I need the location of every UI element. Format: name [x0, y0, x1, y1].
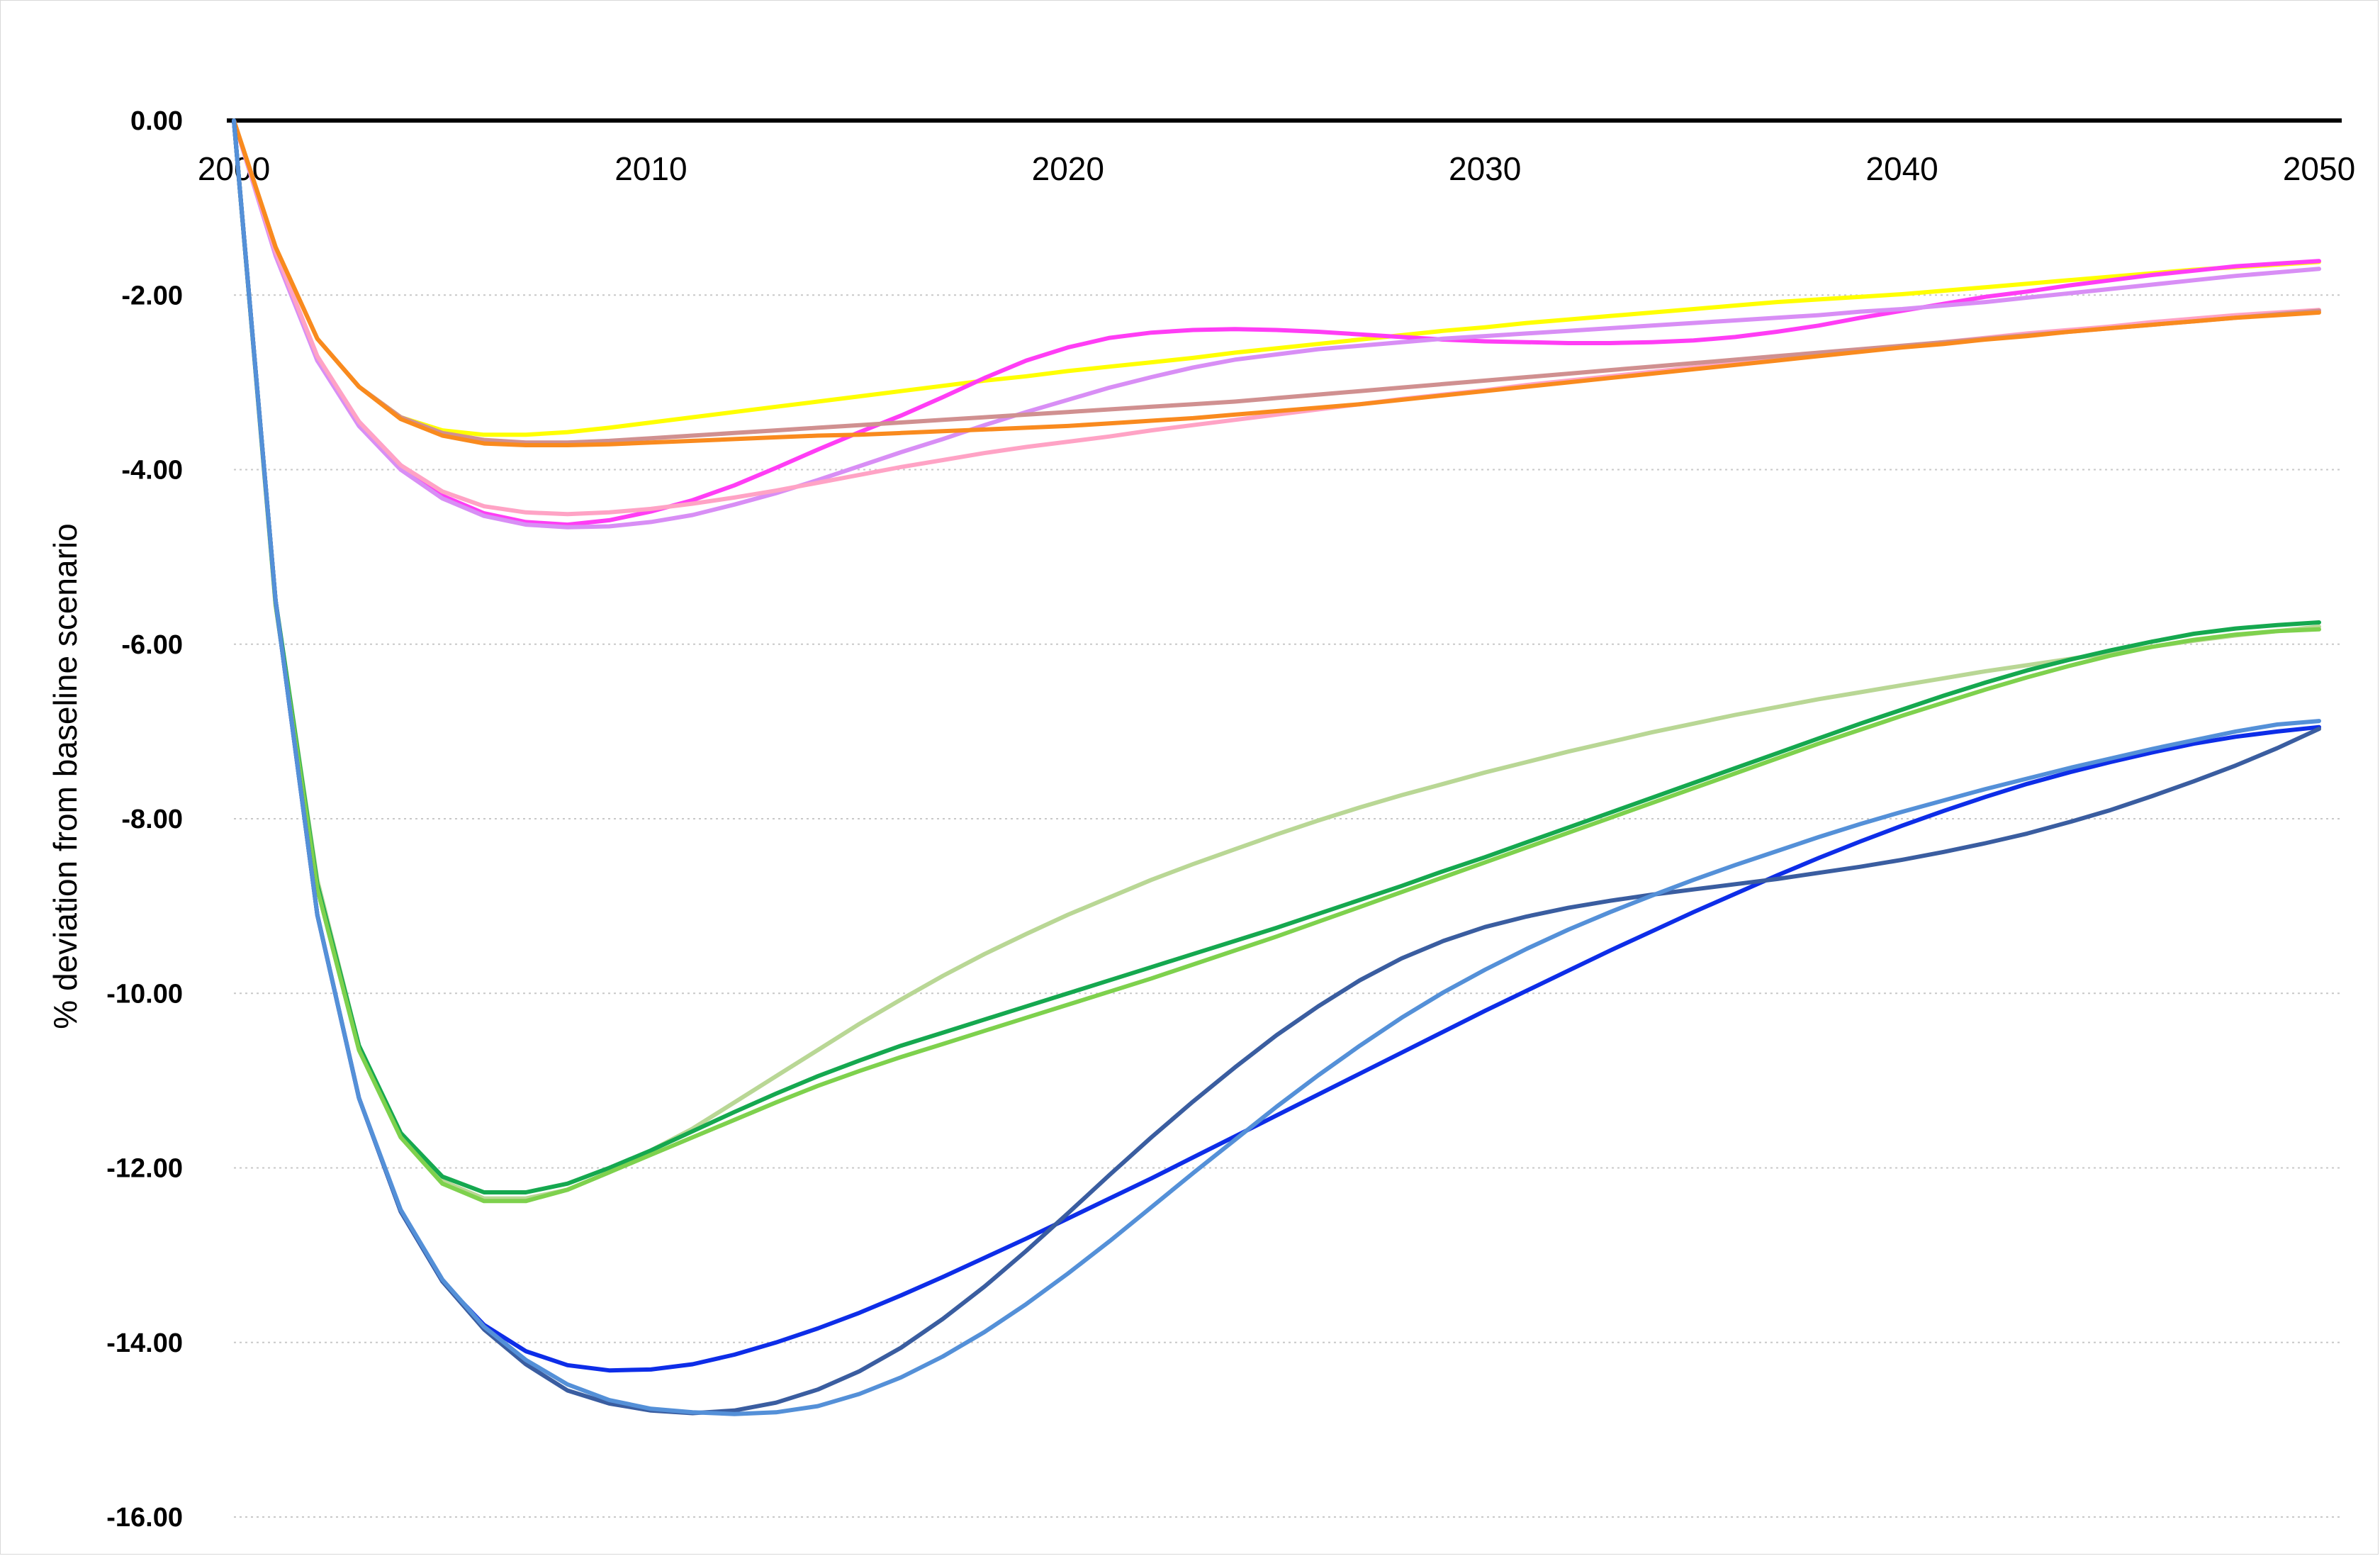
- gridlines: [234, 294, 2340, 1518]
- y-axis-title: % deviation from baseline scenario: [47, 523, 84, 1029]
- y-tick-label: -6.00: [121, 630, 183, 660]
- y-tick-label: -12.00: [106, 1154, 183, 1184]
- x-axis-ticks: 2000 2010 2020 2030 2040 2050: [198, 150, 2355, 187]
- x-tick-label: 2000: [198, 150, 270, 187]
- series-line-9: [232, 118, 2321, 1204]
- y-tick-label: -8.00: [121, 805, 183, 834]
- series-line-5: [232, 118, 2321, 445]
- x-tick-label: 2010: [614, 150, 687, 187]
- y-tick-label: -4.00: [121, 456, 183, 486]
- x-tick-label: 2050: [2283, 150, 2355, 187]
- series-lines: [232, 118, 2321, 1416]
- series-line-4: [232, 118, 2321, 517]
- series-line-10: [232, 118, 2321, 1373]
- x-tick-label: 2040: [1865, 150, 1938, 187]
- y-tick-label: -10.00: [106, 979, 183, 1009]
- y-tick-label: -14.00: [106, 1328, 183, 1358]
- y-tick-label: -16.00: [106, 1503, 183, 1533]
- y-tick-label: -2.00: [121, 281, 183, 310]
- x-tick-label: 2030: [1449, 150, 1521, 187]
- y-tick-label: 0.00: [130, 106, 183, 136]
- y-axis-ticks: 0.00 -2.00 -4.00 -6.00 -8.00 -10.00 -12.00 -14.…: [106, 106, 183, 1533]
- series-line-12: [232, 118, 2321, 1416]
- series-line-6: [232, 118, 2321, 447]
- series-line-11: [232, 118, 2321, 1416]
- series-line-8: [232, 118, 2321, 1194]
- series-line-3: [232, 118, 2321, 530]
- series-line-2: [232, 118, 2321, 527]
- x-tick-label: 2020: [1032, 150, 1104, 187]
- series-line-1: [232, 118, 2321, 437]
